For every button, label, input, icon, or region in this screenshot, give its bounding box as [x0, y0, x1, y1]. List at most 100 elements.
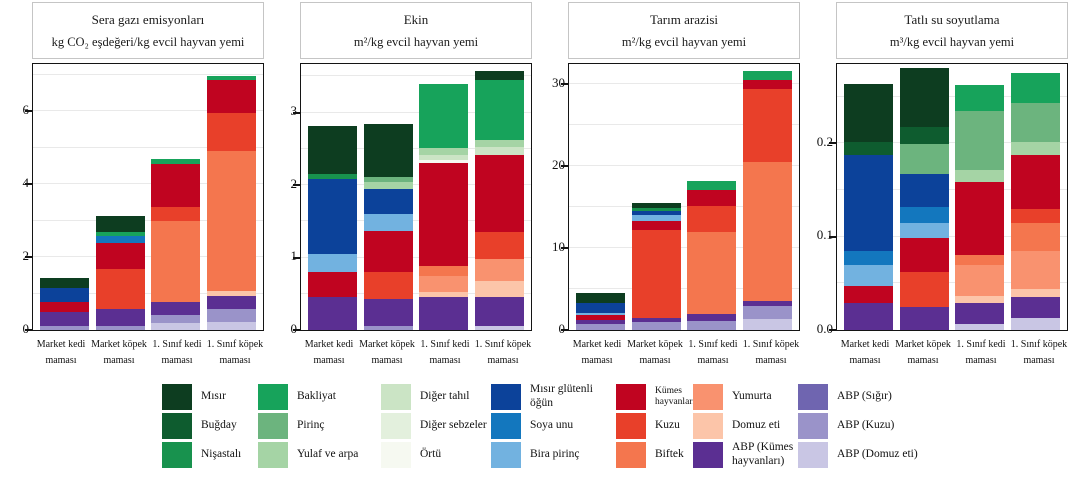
bar-segment-bakliyat — [955, 84, 1005, 111]
bar-segment-kumes — [844, 286, 894, 303]
legend-swatch-domuz — [693, 412, 723, 439]
legend-swatch-misir_glutenli — [491, 383, 521, 410]
bar-segment-misir — [40, 277, 90, 288]
gridline — [33, 110, 263, 112]
plot-area: 0 1 2 3 — [291, 63, 532, 336]
bar-segment-abp_kuzu — [687, 321, 737, 330]
y-tick-mark — [25, 256, 32, 259]
legend-item-nisastali: Nişastalı — [162, 441, 258, 468]
chart-subtitle: m²/kg evcil hayvan yemi — [621, 34, 747, 49]
y-tick-mark — [829, 142, 836, 145]
x-axis-labels: Market kedi maması Market köpek maması 1. Sı… — [836, 331, 1068, 369]
bar-segment-abp_kumes — [899, 306, 949, 330]
stacked-bar — [206, 64, 256, 330]
x-axis-category-label: Market kedi maması — [572, 339, 622, 366]
y-tick-mark — [293, 111, 300, 114]
bar-segment-kumes — [899, 237, 949, 273]
gridline — [569, 288, 799, 290]
y-tick-label: 0 — [558, 320, 566, 336]
bar-segment-bugday — [899, 126, 949, 145]
chart-panel-agricultural-land: Tarım arazisi m²/kg evcil hayvan yemi 0 1… — [542, 2, 800, 369]
bar-segment-bakliyat — [687, 181, 737, 191]
bar-segment-domuz — [206, 291, 256, 296]
y-tick-mark — [561, 247, 568, 250]
bar-segment-yulaf — [363, 182, 413, 189]
bar-segment-bira_pirinc — [844, 264, 894, 287]
bar-segment-abp_kumes — [474, 296, 524, 326]
legend-item-soya: Soya unu — [491, 412, 616, 439]
plot-area: 0 2 4 6 — [23, 63, 264, 336]
bar-segment-bakliyat — [419, 83, 469, 149]
bar-segment-pirinc — [899, 144, 949, 175]
bar-segment-kumes — [576, 315, 626, 321]
y-tick-mark — [293, 256, 300, 259]
y-tick-mark — [829, 235, 836, 238]
legend-item-kumes: Kümes hayvanları — [616, 383, 695, 410]
legend-column: Kümes hayvanları Kuzu Biftek — [616, 383, 695, 470]
legend-item-misir: Mısır — [162, 383, 258, 410]
plot-area: 0.0 0.1 0.2 — [817, 63, 1068, 336]
chart-panel-freshwater: Tatlı su soyutlama m³/kg evcil hayvan ye… — [810, 2, 1068, 369]
legend-swatch-pirinc — [258, 412, 288, 439]
stacked-bar — [742, 64, 792, 330]
bar-segment-bira_pirinc — [899, 222, 949, 238]
bar-segment-ortu — [419, 159, 469, 164]
bar-segment-misir — [95, 216, 145, 232]
y-tick-mark — [293, 329, 300, 331]
legend-label: Biftek — [655, 447, 684, 460]
legend-swatch-abp_kuzu — [798, 412, 828, 439]
stacked-bar — [308, 64, 358, 330]
bar-segment-abp_kumes — [419, 296, 469, 330]
gridline — [33, 256, 263, 258]
gridline — [301, 220, 531, 222]
y-tick-label: 0 — [290, 320, 298, 336]
gridline — [837, 235, 1067, 237]
legend-swatch-misir — [162, 383, 192, 410]
bar-segment-kumes — [687, 190, 737, 206]
bar-segment-kumes — [363, 230, 413, 273]
legend-item-biftek: Biftek — [616, 441, 693, 468]
bars-container — [569, 64, 799, 330]
bar-segment-kuzu — [206, 112, 256, 152]
x-axis-category-label: 1. Sınıf kedi maması — [152, 339, 202, 366]
bar-segment-abp_kumes — [95, 308, 145, 327]
bar-segment-misir — [631, 203, 681, 209]
bar-segment-abp_kumes — [363, 298, 413, 327]
x-axis-category-label: Market kedi maması — [36, 339, 86, 366]
bar-segment-kuzu — [899, 272, 949, 307]
legend-label: Kuzu — [655, 418, 680, 431]
bar-segment-abp_kumes — [308, 297, 358, 330]
legend-swatch-nisastali — [162, 441, 192, 468]
chart-title: Ekin — [403, 11, 429, 27]
bar-segment-abp_kumes — [687, 314, 737, 321]
bar-segment-abp_kumes — [576, 320, 626, 325]
bar-segment-bira_pirinc — [308, 253, 358, 273]
chart-title: Sera gazı emisyonları — [91, 11, 205, 27]
legend-column: Bakliyat Pirinç Yulaf ve arpa — [258, 383, 381, 470]
y-tick-label: 10 — [552, 238, 565, 254]
stacked-bar — [474, 64, 524, 330]
gridline — [33, 73, 263, 75]
bar-segment-domuz — [1010, 288, 1060, 298]
chart-subtitle: m²/kg evcil hayvan yemi — [353, 34, 479, 49]
chart-title-box: Tatlı su soyutlama m³/kg evcil hayvan ye… — [836, 2, 1068, 59]
x-axis-category-label: 1. Sınıf köpek maması — [206, 339, 264, 366]
legend-swatch-biftek — [616, 441, 646, 468]
bar-segment-abp_kuzu — [206, 308, 256, 322]
bar-segment-yulaf — [419, 148, 469, 156]
legend-item-pirinc: Pirinç — [258, 412, 381, 439]
bar-segment-kuzu — [363, 272, 413, 299]
y-tick-label: 4 — [22, 174, 30, 190]
stacked-bar — [95, 64, 145, 330]
legend-item-abp_sigir: ABP (Sığır) — [798, 383, 933, 410]
bar-segment-kuzu — [631, 230, 681, 318]
bar-segment-abp_kumes — [955, 302, 1005, 325]
x-axis-category-label: 1. Sınıf köpek maması — [1010, 339, 1068, 366]
bar-segment-biftek — [1010, 222, 1060, 251]
legend-label: Mısır glütenli öğün — [530, 383, 593, 409]
x-axis-category-label: 1. Sınıf kedi maması — [956, 339, 1006, 366]
gridline — [33, 146, 263, 148]
bar-segment-kuzu — [687, 205, 737, 232]
bar-segment-abp_kuzu — [95, 326, 145, 330]
bar-segment-kuzu — [151, 206, 201, 222]
